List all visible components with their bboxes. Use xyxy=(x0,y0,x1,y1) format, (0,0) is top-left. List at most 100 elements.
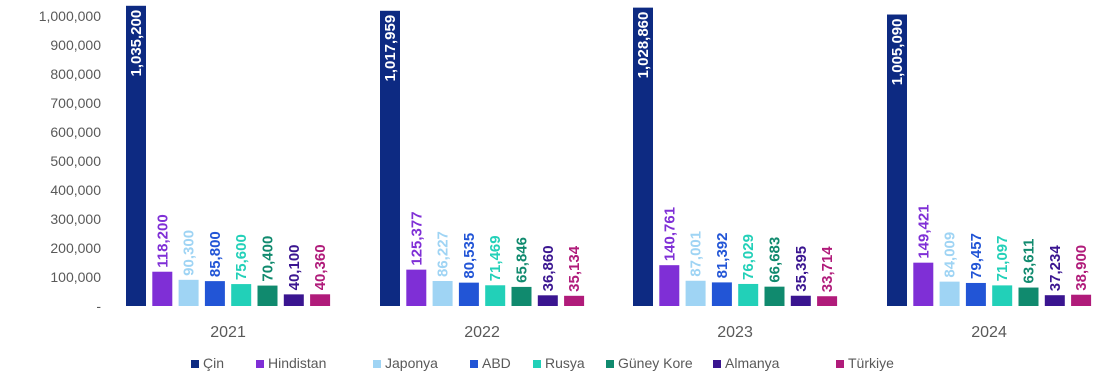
bar-group-2022: 1,017,959 125,377 86,227 80,535 71,469 65,846… xyxy=(380,10,585,306)
legend-label: Japonya xyxy=(385,355,438,371)
data-label: 79,457 xyxy=(968,233,985,279)
data-label: 37,234 xyxy=(1047,245,1064,292)
data-label: 81,392 xyxy=(714,233,731,279)
legend-swatch xyxy=(713,360,721,368)
bar xyxy=(406,269,427,306)
data-label: 65,846 xyxy=(514,237,531,283)
y-tick-label: 800,000 xyxy=(50,66,101,82)
data-label: 80,535 xyxy=(461,233,478,279)
legend-swatch xyxy=(470,360,478,368)
y-tick-label: 300,000 xyxy=(50,211,101,227)
bar xyxy=(939,281,960,306)
data-label: 66,683 xyxy=(767,237,784,283)
bar xyxy=(817,296,838,306)
bar xyxy=(764,286,785,306)
legend-label: Hindistan xyxy=(268,355,326,371)
x-tick-label: 2023 xyxy=(717,324,753,341)
y-tick-label: 500,000 xyxy=(50,153,101,169)
bar xyxy=(965,282,986,306)
bar xyxy=(913,262,934,306)
data-label: 35,134 xyxy=(566,245,583,292)
bar xyxy=(564,295,585,306)
bar xyxy=(178,279,199,306)
legend-item: Japonya xyxy=(373,355,438,371)
data-label: 149,421 xyxy=(915,204,932,258)
legend-item: Güney Kore xyxy=(606,355,693,371)
bar xyxy=(126,5,146,307)
legend-item: Rusya xyxy=(533,355,585,371)
y-tick-label: 900,000 xyxy=(50,37,101,53)
plot-area: 1,035,200 118,200 90,300 85,800 75,600 70,400… xyxy=(126,5,1092,307)
bar xyxy=(1018,287,1039,306)
data-label: 76,029 xyxy=(740,234,757,280)
data-label: 125,377 xyxy=(408,211,425,265)
bar xyxy=(458,282,479,306)
y-tick-label: 1,000,000 xyxy=(39,8,101,24)
legend-item: ABD xyxy=(470,355,511,371)
y-tick-label: 200,000 xyxy=(50,240,101,256)
data-label: 75,600 xyxy=(233,234,250,280)
data-label: 36,860 xyxy=(540,245,557,291)
data-label: 38,900 xyxy=(1073,245,1090,291)
legend-label: Güney Kore xyxy=(618,355,693,371)
legend-item: Almanya xyxy=(713,355,780,371)
bar xyxy=(257,285,278,306)
x-tick-label: 2021 xyxy=(210,324,246,341)
legend-item: Türkiye xyxy=(836,355,894,371)
data-label: 35,395 xyxy=(793,246,810,292)
legend-swatch xyxy=(256,360,264,368)
bar xyxy=(1044,295,1065,306)
bar xyxy=(1071,294,1092,306)
data-label: 33,714 xyxy=(819,246,836,293)
data-label: 85,800 xyxy=(207,231,224,277)
y-tick-label: 400,000 xyxy=(50,182,101,198)
legend-item: Çin xyxy=(191,355,224,371)
legend-label: Rusya xyxy=(545,355,585,371)
bar xyxy=(511,286,532,306)
legend-swatch xyxy=(533,360,541,368)
data-label: 40,360 xyxy=(312,244,329,290)
legend-swatch xyxy=(373,360,381,368)
y-tick-label: - xyxy=(96,298,101,314)
data-label: 140,761 xyxy=(661,207,678,261)
bar-group-2021: 1,035,200 118,200 90,300 85,800 75,600 70,400… xyxy=(126,5,331,307)
bar xyxy=(992,285,1013,306)
bar xyxy=(633,7,653,306)
bar xyxy=(685,280,706,306)
legend-label: ABD xyxy=(482,355,511,371)
x-tick-label: 2022 xyxy=(464,324,500,341)
data-label: 70,400 xyxy=(260,236,277,282)
data-label: 84,009 xyxy=(942,232,959,278)
y-tick-label: 100,000 xyxy=(50,269,101,285)
bar-group-2024: 1,005,090 149,421 84,009 79,457 71,097 63,611… xyxy=(887,14,1092,307)
bar xyxy=(432,280,453,306)
x-tick-label: 2024 xyxy=(971,324,1007,341)
y-tick-label: 600,000 xyxy=(50,124,101,140)
data-label: 1,005,090 xyxy=(889,19,906,86)
y-tick-label: 700,000 xyxy=(50,95,101,111)
data-label: 71,469 xyxy=(487,235,504,281)
data-label: 118,200 xyxy=(154,214,171,267)
x-axis: 2021 2022 2023 2024 xyxy=(210,324,1007,341)
legend-label: Almanya xyxy=(725,355,780,371)
bar xyxy=(790,295,811,306)
data-label: 87,001 xyxy=(688,231,705,277)
legend-swatch xyxy=(606,360,614,368)
bar xyxy=(283,294,304,306)
bar xyxy=(204,281,225,306)
bar xyxy=(231,284,252,306)
bar xyxy=(485,285,506,306)
legend: Çin Hindistan Japonya ABD Rusya Güney Kore Alm… xyxy=(191,355,894,371)
data-label: 1,017,959 xyxy=(382,15,399,82)
bar xyxy=(152,271,173,306)
data-label: 1,035,200 xyxy=(128,10,145,77)
bar xyxy=(887,14,907,307)
legend-label: Türkiye xyxy=(848,355,894,371)
legend-swatch xyxy=(191,360,199,368)
bar xyxy=(659,265,680,306)
legend-label: Çin xyxy=(203,355,224,371)
legend-swatch xyxy=(836,360,844,368)
data-label: 90,300 xyxy=(181,230,198,276)
